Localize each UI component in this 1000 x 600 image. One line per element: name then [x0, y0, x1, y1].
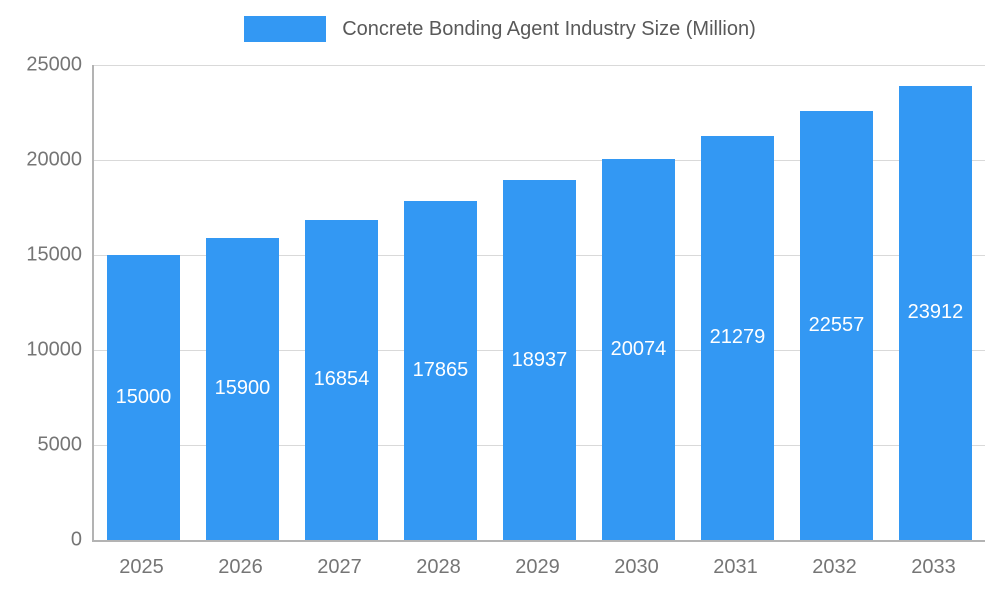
bar: 17865	[404, 200, 477, 540]
bar: 23912	[899, 85, 972, 540]
bar-value-label: 15900	[214, 377, 271, 400]
x-axis-tick-label: 2029	[515, 556, 560, 578]
bar: 21279	[701, 135, 774, 540]
gridline	[94, 160, 985, 161]
x-axis-tick-label: 2026	[218, 556, 263, 578]
bar-value-label: 18937	[511, 348, 568, 371]
bar-value-label: 17865	[412, 358, 469, 381]
legend: Concrete Bonding Agent Industry Size (Mi…	[0, 16, 1000, 42]
bar: 20074	[602, 158, 675, 540]
y-axis-tick-label: 25000	[26, 53, 82, 76]
y-axis-tick-label: 5000	[37, 433, 83, 456]
bar: 15000	[107, 255, 180, 540]
x-axis-tick-label: 2031	[713, 556, 758, 578]
x-axis-tick-label: 2027	[317, 556, 362, 578]
bar-value-label: 16854	[313, 368, 370, 391]
bar-value-label: 15000	[115, 386, 172, 408]
bar-value-label: 20074	[610, 337, 667, 360]
bar: 22557	[800, 111, 873, 540]
x-axis-tick-label: 2030	[614, 556, 659, 578]
bar-value-label: 22557	[808, 314, 865, 337]
x-axis-tick-label: 2033	[911, 556, 956, 578]
gridline	[94, 65, 985, 66]
y-axis-tick-label: 0	[70, 528, 82, 551]
bar-value-label: 21279	[709, 326, 766, 349]
plot-area: 15000 15900 16854 17865 18937 20074 21279 22557…	[92, 65, 985, 542]
legend-swatch	[244, 16, 327, 42]
bar-value-label: 23912	[907, 301, 964, 324]
bar: 18937	[503, 180, 576, 540]
y-axis-tick-label: 15000	[26, 243, 82, 266]
y-axis-tick-label: 10000	[26, 338, 82, 361]
chart-title: Concrete Bonding Agent Industry Size (Mi…	[342, 17, 756, 40]
x-axis-tick-label: 2028	[416, 556, 461, 578]
x-axis-tick-label: 2032	[812, 556, 857, 578]
x-axis-tick-label: 2025	[119, 556, 164, 578]
bar: 15900	[206, 237, 279, 540]
y-axis-tick-label: 20000	[26, 148, 82, 171]
bar: 16854	[305, 219, 378, 540]
